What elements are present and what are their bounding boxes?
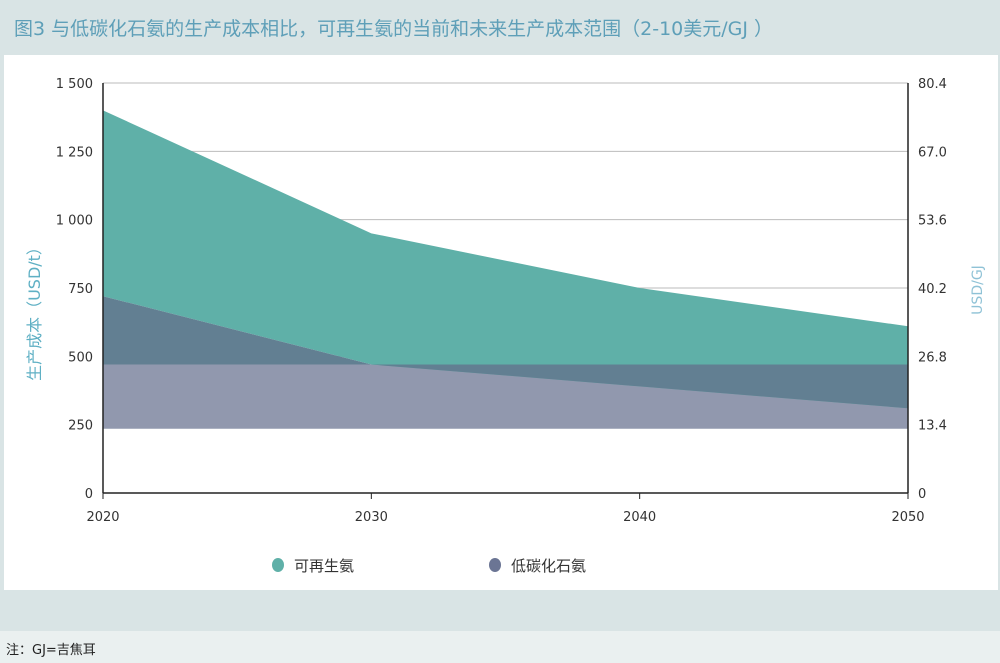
chart-title: 图3 与低碳化石氨的生产成本相比，可再生氨的当前和未来生产成本范围（2-10美元… <box>14 18 774 40</box>
legend-marker <box>272 558 284 572</box>
y-right-tick-label: 26.8 <box>918 350 947 365</box>
legend-label: 低碳化石氨 <box>511 557 586 575</box>
legend-marker <box>489 558 501 572</box>
x-tick-label: 2040 <box>623 510 656 525</box>
band-renewable <box>103 110 908 409</box>
y-tick-label: 500 <box>68 350 93 365</box>
footer: 注：GJ=吉焦耳 <box>0 631 1000 663</box>
x-tick-label: 2030 <box>355 510 388 525</box>
y-right-tick-label: 67.0 <box>918 145 947 160</box>
y-axis-label: 生产成本（USD/t） <box>25 239 44 381</box>
y-tick-label: 1 000 <box>56 214 93 229</box>
y-right-tick-label: 0 <box>918 487 926 502</box>
y-right-tick-label: 53.6 <box>918 214 947 229</box>
y-tick-label: 0 <box>85 487 93 502</box>
y-right-tick-label: 80.4 <box>918 77 947 92</box>
y-tick-label: 1 500 <box>56 77 93 92</box>
y-right-tick-label: 40.2 <box>918 282 947 297</box>
x-tick-label: 2020 <box>86 510 119 525</box>
footnote: 注：GJ=吉焦耳 <box>6 643 96 658</box>
y-tick-label: 1 250 <box>56 145 93 160</box>
band-overlap <box>103 296 908 409</box>
y-tick-label: 250 <box>68 419 93 434</box>
x-tick-label: 2050 <box>891 510 924 525</box>
y-right-tick-label: 13.4 <box>918 419 947 434</box>
y-tick-label: 750 <box>68 282 93 297</box>
legend-label: 可再生氨 <box>294 557 354 575</box>
y-axis-label-right: USD/GJ <box>970 265 986 315</box>
